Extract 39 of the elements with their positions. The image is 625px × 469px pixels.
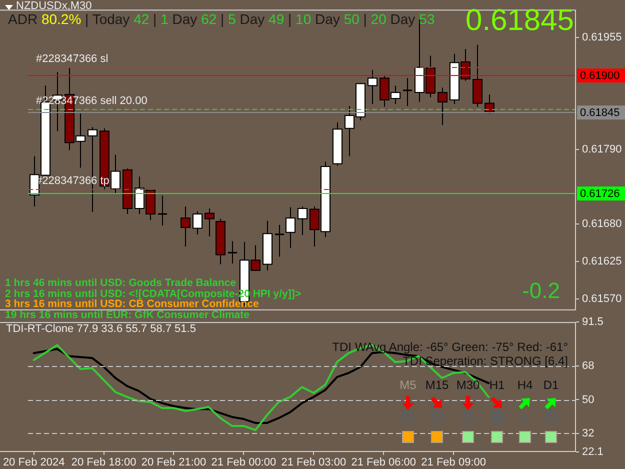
y-tick-label: 91.5 [582,316,604,328]
annotation: 3 hrs 16 mins until USD: CB Consumer Confidence [5,298,259,310]
x-tick-label: 20 Feb 18:00 [71,456,136,469]
y-tick-label: 0.61955 [582,31,622,44]
annotation: M15 [425,378,449,392]
ref-line-label: #228347366 sl [36,53,108,66]
y-tick-label: 22.1 [582,446,604,458]
annotation: H1 [489,378,505,392]
candlestick [402,78,413,107]
y-tick-label: 50 [582,394,594,406]
text: ADR 80.2% | Today 42 | 1 Day 62 | 5 Day 49 | 10 Day 50 | 20 Day 53 [8,11,435,27]
y-tick-label: 0.61680 [582,218,622,230]
chart-title: TDI-RT-Clone 77.9 33.6 55.7 58.7 51.5 [6,323,196,335]
y-tick-label: 32 [582,427,594,440]
ref-line-label: 0.61900 [580,70,620,82]
annotation: H4 [517,378,533,392]
annotation: M5 [400,378,416,392]
annotation: 19 hrs 16 mins until EUR: GfK Consumer Climate [5,308,250,320]
y-tick-label: 68 [582,360,594,372]
chart-title: NZDUSDx,M30 [16,0,92,12]
y-tick-label: 0.61570 [582,292,622,305]
annotation: -0.2 [522,278,560,303]
x-tick-label: 21 Feb 00:00 [211,456,276,469]
candlestick [227,240,238,264]
annotation: 1 hrs 46 mins until USD: Goods Trade Balance [5,277,236,289]
ref-line-label: 0.61845 [580,107,620,120]
y-tick-label: 0.61790 [582,144,622,156]
annotation: D1 [543,378,559,392]
x-tick-label: 21 Feb 09:00 [421,456,486,469]
candlestick [157,195,168,226]
candlestick [274,224,285,258]
annotation: M30 [456,378,480,392]
x-tick-label: 20 Feb 2024 [2,456,65,469]
x-tick-label: 21 Feb 06:00 [351,456,416,469]
x-tick-label: 20 Feb 21:00 [141,456,206,469]
y-tick-label: 0.61625 [582,256,622,268]
x-tick-label: 21 Feb 03:00 [281,456,346,469]
ref-line-label: 0.61726 [580,188,620,200]
annotation: 0.61845 [466,4,574,37]
